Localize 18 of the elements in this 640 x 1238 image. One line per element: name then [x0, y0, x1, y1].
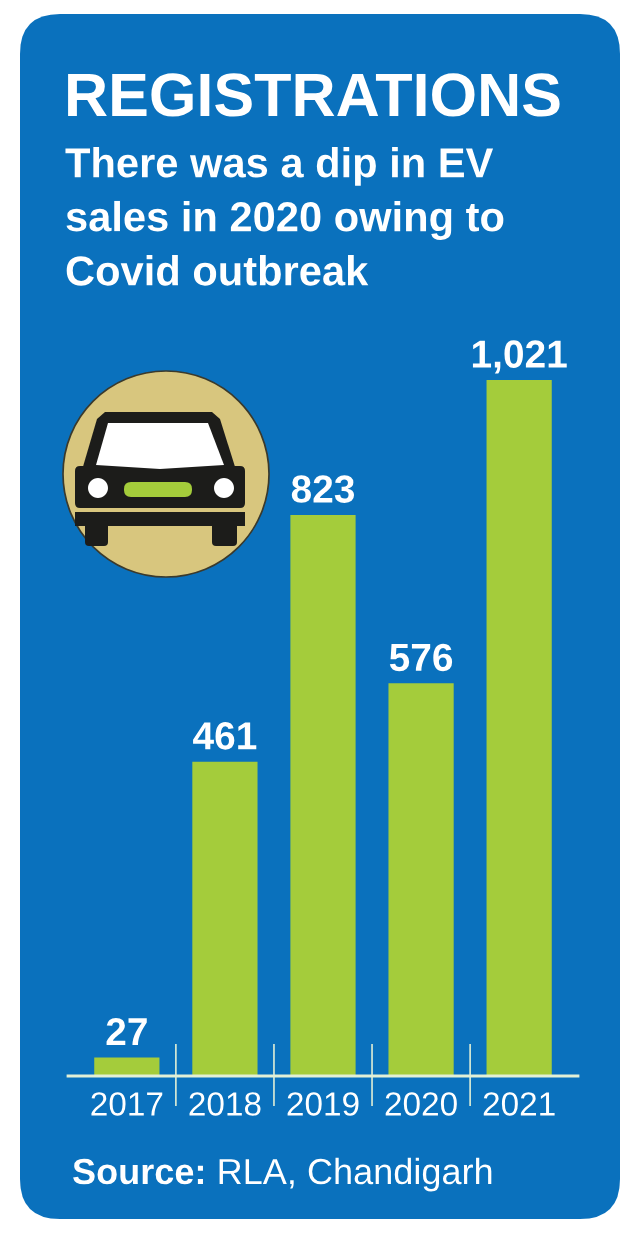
data-label: 1,021 [472, 340, 567, 374]
bar [486, 380, 552, 1076]
bar [388, 683, 454, 1076]
data-label: 461 [193, 722, 257, 750]
x-tick-label: 2018 [189, 1092, 261, 1116]
data-label: 27 [106, 1017, 147, 1046]
bar [94, 1057, 160, 1076]
bar [192, 761, 258, 1076]
source-note: Source: RLA, Chandigarh [73, 1157, 492, 1192]
x-tick-label: 2020 [385, 1092, 457, 1116]
x-tick-label: 2019 [287, 1092, 359, 1116]
x-tick-label: 2021 [483, 1092, 555, 1116]
data-label: 576 [389, 643, 453, 672]
x-tick-label: 2017 [91, 1092, 163, 1116]
chart-subtitle: There was a dip in EV sales in 2020 owing to Covid outbreak [65, 147, 504, 286]
data-label: 823 [291, 475, 355, 503]
bar [290, 514, 356, 1076]
chart-title: REGISTRATIONS [68, 73, 560, 117]
